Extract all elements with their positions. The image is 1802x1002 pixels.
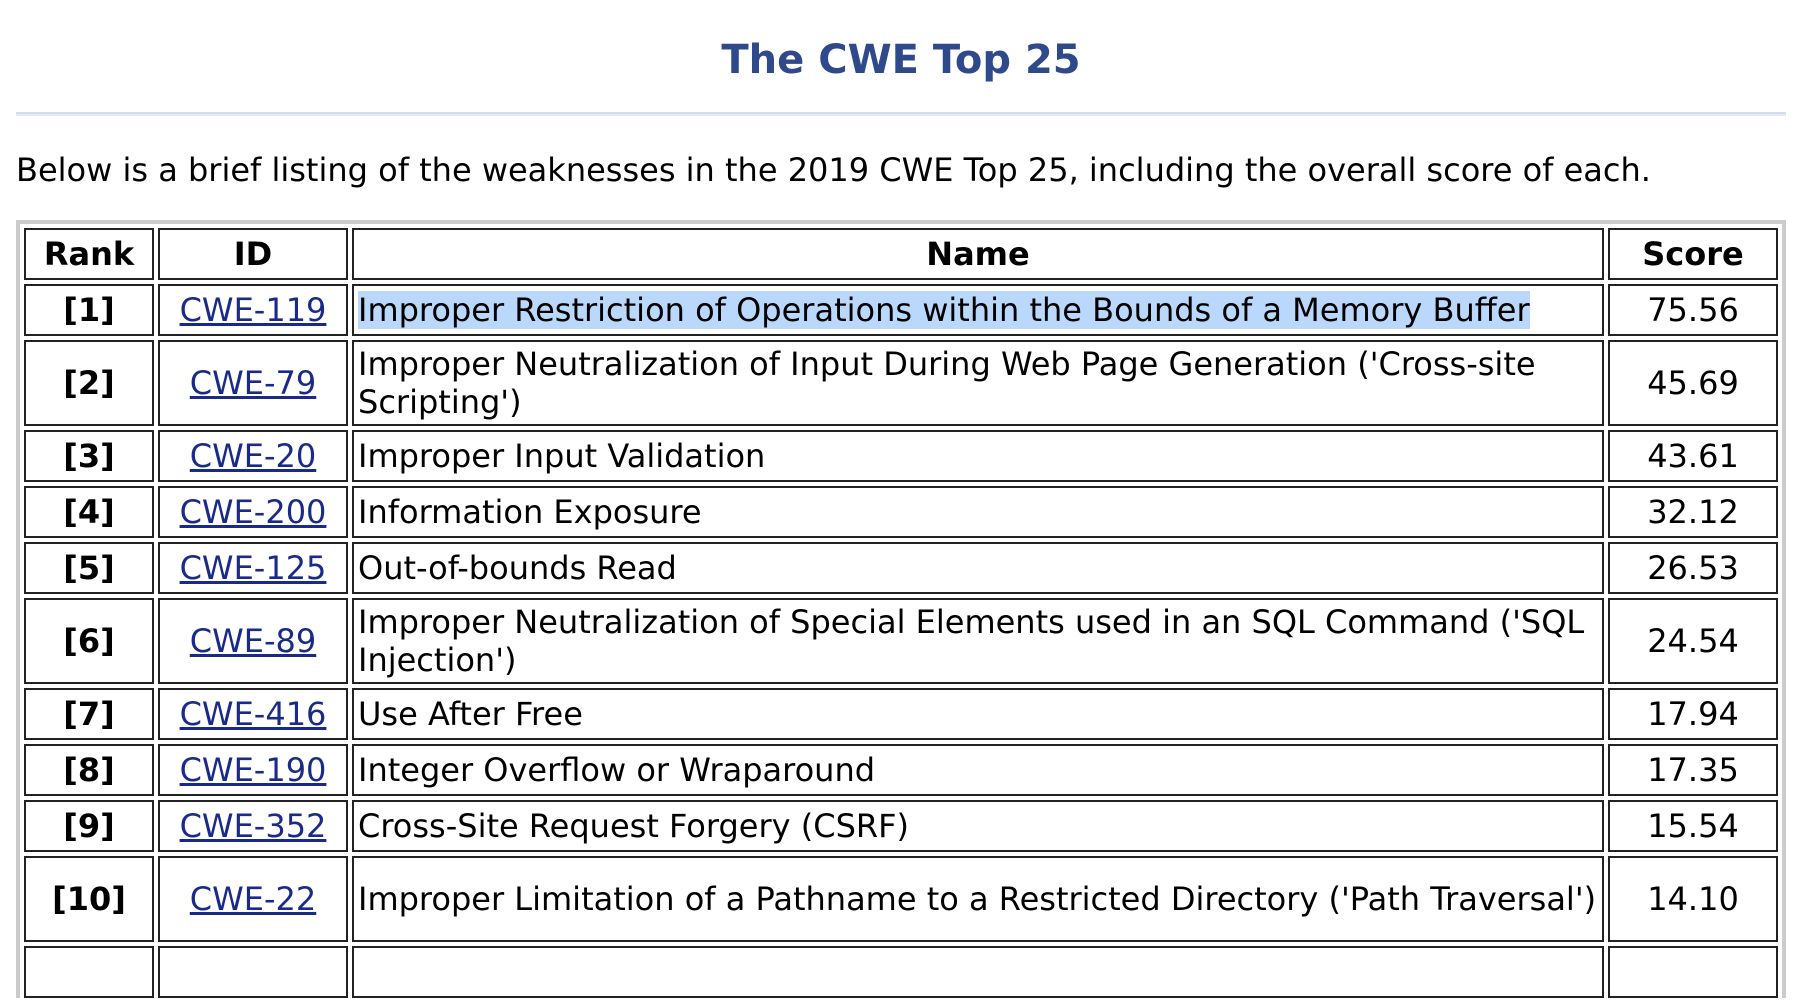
table-row-partial — [24, 946, 1778, 998]
cwe-link[interactable]: CWE-352 — [179, 807, 327, 845]
id-cell: CWE-190 — [158, 744, 348, 796]
cwe-link[interactable]: CWE-125 — [179, 549, 327, 587]
id-cell: CWE-125 — [158, 542, 348, 594]
score-cell: 32.12 — [1608, 486, 1778, 538]
table-row: [4] CWE-200 Information Exposure 32.12 — [24, 486, 1778, 538]
intro-text: Below is a brief listing of the weakness… — [16, 151, 1651, 189]
score-cell: 15.54 — [1608, 800, 1778, 852]
rank-cell-partial — [24, 946, 154, 998]
cwe-table-container: Rank ID Name Score [1] CWE-119 Improper … — [16, 220, 1786, 998]
table-row: [5] CWE-125 Out-of-bounds Read 26.53 — [24, 542, 1778, 594]
table-row: [6] CWE-89 Improper Neutralization of Sp… — [24, 598, 1778, 684]
table-row: [7] CWE-416 Use After Free 17.94 — [24, 688, 1778, 740]
name-cell: Improper Restriction of Operations withi… — [352, 284, 1604, 336]
rank-cell: [5] — [24, 542, 154, 594]
rank-cell: [9] — [24, 800, 154, 852]
title-divider — [16, 112, 1786, 116]
score-cell: 14.10 — [1608, 856, 1778, 942]
page-title: The CWE Top 25 — [721, 37, 1081, 83]
name-cell: Information Exposure — [352, 486, 1604, 538]
score-cell-partial — [1608, 946, 1778, 998]
cwe-link[interactable]: CWE-20 — [189, 437, 317, 475]
cwe-link[interactable]: CWE-119 — [179, 291, 327, 329]
cwe-link[interactable]: CWE-89 — [189, 622, 317, 660]
id-cell: CWE-89 — [158, 598, 348, 684]
table-row: [8] CWE-190 Integer Overflow or Wraparou… — [24, 744, 1778, 796]
name-cell: Use After Free — [352, 688, 1604, 740]
table-row: [10] CWE-22 Improper Limitation of a Pat… — [24, 856, 1778, 942]
id-cell-partial — [158, 946, 348, 998]
rank-cell: [3] — [24, 430, 154, 482]
cwe-link[interactable]: CWE-200 — [179, 493, 327, 531]
score-cell: 26.53 — [1608, 542, 1778, 594]
header-rank: Rank — [24, 228, 154, 280]
id-cell: CWE-416 — [158, 688, 348, 740]
rank-cell: [8] — [24, 744, 154, 796]
name-cell: Out-of-bounds Read — [352, 542, 1604, 594]
cwe-top25-table: Rank ID Name Score [1] CWE-119 Improper … — [20, 224, 1782, 1002]
table-header-row: Rank ID Name Score — [24, 228, 1778, 280]
table-row: [9] CWE-352 Cross-Site Request Forgery (… — [24, 800, 1778, 852]
header-name: Name — [352, 228, 1604, 280]
cwe-link[interactable]: CWE-416 — [179, 695, 327, 733]
score-cell: 45.69 — [1608, 340, 1778, 426]
rank-cell: [6] — [24, 598, 154, 684]
score-cell: 43.61 — [1608, 430, 1778, 482]
id-cell: CWE-200 — [158, 486, 348, 538]
id-cell: CWE-79 — [158, 340, 348, 426]
name-cell: Improper Neutralization of Input During … — [352, 340, 1604, 426]
score-cell: 17.94 — [1608, 688, 1778, 740]
cwe-link[interactable]: CWE-79 — [189, 364, 317, 402]
header-id: ID — [158, 228, 348, 280]
cwe-link[interactable]: CWE-22 — [189, 880, 317, 918]
id-cell: CWE-22 — [158, 856, 348, 942]
name-cell: Improper Limitation of a Pathname to a R… — [352, 856, 1604, 942]
score-cell: 17.35 — [1608, 744, 1778, 796]
name-cell: Improper Input Validation — [352, 430, 1604, 482]
rank-cell: [1] — [24, 284, 154, 336]
rank-cell: [4] — [24, 486, 154, 538]
id-cell: CWE-352 — [158, 800, 348, 852]
score-cell: 75.56 — [1608, 284, 1778, 336]
table-row: [3] CWE-20 Improper Input Validation 43.… — [24, 430, 1778, 482]
rank-cell: [7] — [24, 688, 154, 740]
id-cell: CWE-20 — [158, 430, 348, 482]
name-cell-partial — [352, 946, 1604, 998]
header-score: Score — [1608, 228, 1778, 280]
table-row: [2] CWE-79 Improper Neutralization of In… — [24, 340, 1778, 426]
name-cell: Integer Overflow or Wraparound — [352, 744, 1604, 796]
name-cell: Improper Neutralization of Special Eleme… — [352, 598, 1604, 684]
score-cell: 24.54 — [1608, 598, 1778, 684]
selected-text: Improper Restriction of Operations withi… — [358, 291, 1530, 329]
table-row: [1] CWE-119 Improper Restriction of Oper… — [24, 284, 1778, 336]
id-cell: CWE-119 — [158, 284, 348, 336]
cwe-link[interactable]: CWE-190 — [179, 751, 327, 789]
rank-cell: [10] — [24, 856, 154, 942]
name-cell: Cross-Site Request Forgery (CSRF) — [352, 800, 1604, 852]
rank-cell: [2] — [24, 340, 154, 426]
